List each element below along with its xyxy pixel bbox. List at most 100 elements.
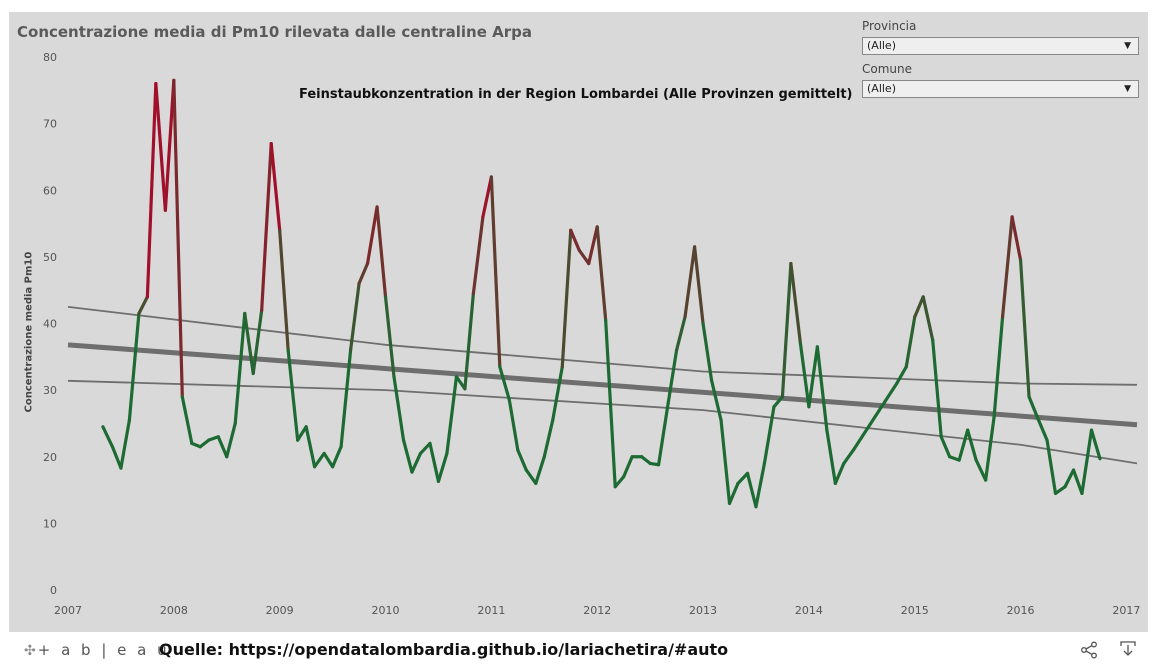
series-segment[interactable]: [101, 425, 115, 449]
series-segment[interactable]: [1045, 438, 1058, 495]
series-segment[interactable]: [560, 228, 573, 369]
series-segment[interactable]: [674, 315, 687, 352]
series-segment[interactable]: [1000, 215, 1014, 319]
series-segment[interactable]: [436, 451, 449, 484]
series-segment[interactable]: [418, 441, 432, 456]
series-segment[interactable]: [851, 381, 899, 452]
series-segment[interactable]: [815, 345, 829, 432]
series-segment[interactable]: [974, 458, 988, 482]
series-segment[interactable]: [507, 398, 520, 452]
series-segment[interactable]: [428, 441, 441, 484]
series-segment[interactable]: [331, 445, 343, 469]
series-segment[interactable]: [172, 78, 184, 399]
series-segment[interactable]: [913, 295, 925, 319]
series-segment[interactable]: [789, 261, 803, 346]
series-segment[interactable]: [365, 205, 379, 266]
series-segment[interactable]: [296, 425, 308, 442]
series-segment[interactable]: [207, 435, 220, 442]
series-segment[interactable]: [489, 175, 502, 369]
series-segment[interactable]: [833, 461, 846, 485]
series-segment[interactable]: [1071, 468, 1084, 495]
series-segment[interactable]: [1010, 215, 1023, 262]
series-segment[interactable]: [931, 338, 943, 439]
series-segment[interactable]: [921, 295, 935, 342]
series-segment[interactable]: [516, 448, 528, 472]
series-segment[interactable]: [304, 425, 317, 469]
series-segment[interactable]: [666, 348, 679, 406]
series-segment[interactable]: [622, 455, 634, 479]
series-segment[interactable]: [401, 438, 414, 474]
series-segment[interactable]: [992, 315, 1005, 419]
series-segment[interactable]: [754, 461, 767, 509]
series-segment[interactable]: [825, 428, 837, 485]
series-segment[interactable]: [313, 451, 326, 469]
series-segment[interactable]: [163, 78, 176, 212]
series-segment[interactable]: [1027, 395, 1041, 422]
series-segment[interactable]: [375, 205, 388, 299]
series-segment[interactable]: [339, 348, 353, 449]
series-segment[interactable]: [701, 321, 714, 382]
comune-filter-dropdown[interactable]: (Alle) ▼: [862, 80, 1139, 98]
series-segment[interactable]: [119, 418, 131, 470]
series-segment[interactable]: [542, 418, 555, 459]
series-segment[interactable]: [1053, 485, 1067, 495]
series-segment[interactable]: [216, 435, 229, 459]
series-segment[interactable]: [278, 228, 290, 352]
series-segment[interactable]: [410, 451, 423, 474]
tableau-logo[interactable]: ✣ + a b | e a u: [24, 641, 170, 659]
series-segment[interactable]: [709, 378, 723, 422]
series-segment[interactable]: [984, 415, 996, 482]
series-segment[interactable]: [251, 308, 264, 376]
series-segment[interactable]: [110, 445, 123, 470]
pm10-series-line[interactable]: [101, 78, 1102, 509]
series-segment[interactable]: [524, 468, 538, 485]
series-segment[interactable]: [798, 341, 811, 409]
series-segment[interactable]: [1018, 258, 1031, 399]
series-segment[interactable]: [322, 451, 335, 469]
series-segment[interactable]: [587, 225, 599, 266]
series-segment[interactable]: [463, 291, 475, 391]
series-segment[interactable]: [481, 175, 493, 219]
series-segment[interactable]: [1036, 418, 1049, 442]
series-segment[interactable]: [154, 82, 167, 212]
series-segment[interactable]: [498, 365, 511, 402]
series-segment[interactable]: [392, 375, 406, 442]
series-segment[interactable]: [736, 471, 750, 485]
series-segment[interactable]: [772, 395, 785, 409]
series-segment[interactable]: [180, 395, 194, 446]
series-segment[interactable]: [357, 261, 370, 286]
series-segment[interactable]: [534, 455, 546, 485]
series-segment[interactable]: [719, 418, 732, 505]
series-segment[interactable]: [948, 455, 961, 462]
series-segment[interactable]: [957, 428, 970, 462]
series-segment[interactable]: [745, 471, 758, 509]
series-segment[interactable]: [966, 428, 978, 462]
download-icon[interactable]: [1119, 640, 1137, 658]
series-segment[interactable]: [225, 421, 237, 459]
series-segment[interactable]: [383, 295, 396, 379]
series-segment[interactable]: [692, 245, 705, 326]
series-segment[interactable]: [640, 455, 652, 466]
series-segment[interactable]: [233, 311, 247, 426]
series-segment[interactable]: [260, 142, 273, 312]
series-segment[interactable]: [1063, 468, 1076, 489]
series-segment[interactable]: [895, 365, 908, 386]
series-segment[interactable]: [604, 318, 617, 489]
series-segment[interactable]: [1080, 428, 1094, 495]
series-segment[interactable]: [807, 345, 819, 409]
provincia-filter-dropdown[interactable]: (Alle) ▼: [862, 37, 1139, 55]
series-segment[interactable]: [286, 348, 300, 442]
series-segment[interactable]: [780, 261, 793, 399]
series-segment[interactable]: [904, 315, 917, 369]
series-segment[interactable]: [471, 215, 485, 296]
series-segment[interactable]: [569, 228, 581, 252]
series-segment[interactable]: [613, 475, 626, 489]
series-segment[interactable]: [145, 82, 158, 299]
series-segment[interactable]: [137, 295, 149, 316]
series-segment[interactable]: [842, 448, 855, 466]
series-segment[interactable]: [243, 311, 255, 376]
series-segment[interactable]: [1089, 428, 1102, 461]
series-segment[interactable]: [348, 281, 361, 352]
series-segment[interactable]: [762, 405, 776, 466]
series-segment[interactable]: [127, 311, 141, 422]
